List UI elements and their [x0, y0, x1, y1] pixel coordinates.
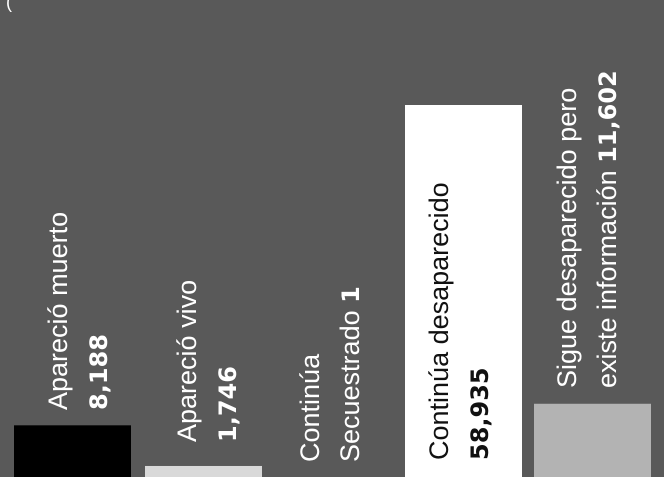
corner-mark: ( — [6, 0, 12, 12]
category-label-line: Apareció vivo — [172, 279, 202, 442]
value-label: 1,746 — [214, 366, 242, 442]
category-label-line: Apareció muerto — [43, 211, 73, 410]
value-label: 58,935 — [466, 367, 494, 460]
category-label: Sigue desaparecido pero existe informació… — [547, 70, 628, 388]
category-label-line: Continúa desaparecido — [424, 182, 454, 460]
category-label: Continúa desaparecido 58,935 — [419, 182, 500, 460]
value-label: 11,602 — [594, 70, 622, 163]
bar-1 — [14, 425, 131, 477]
bar-4 — [405, 105, 522, 477]
category-label-line: Continúa — [295, 353, 325, 462]
bar-2 — [145, 465, 262, 477]
value-label: 1 — [337, 286, 365, 303]
bar-5 — [534, 403, 651, 477]
category-label: Apareció muerto 8,188 — [38, 212, 119, 410]
category-label: Continúa Secuestrado 1 — [290, 286, 371, 462]
category-label-line: Sigue desaparecido pero — [552, 87, 582, 388]
category-label: Apareció vivo 1,746 — [167, 280, 248, 442]
value-label: 8,188 — [85, 334, 113, 410]
